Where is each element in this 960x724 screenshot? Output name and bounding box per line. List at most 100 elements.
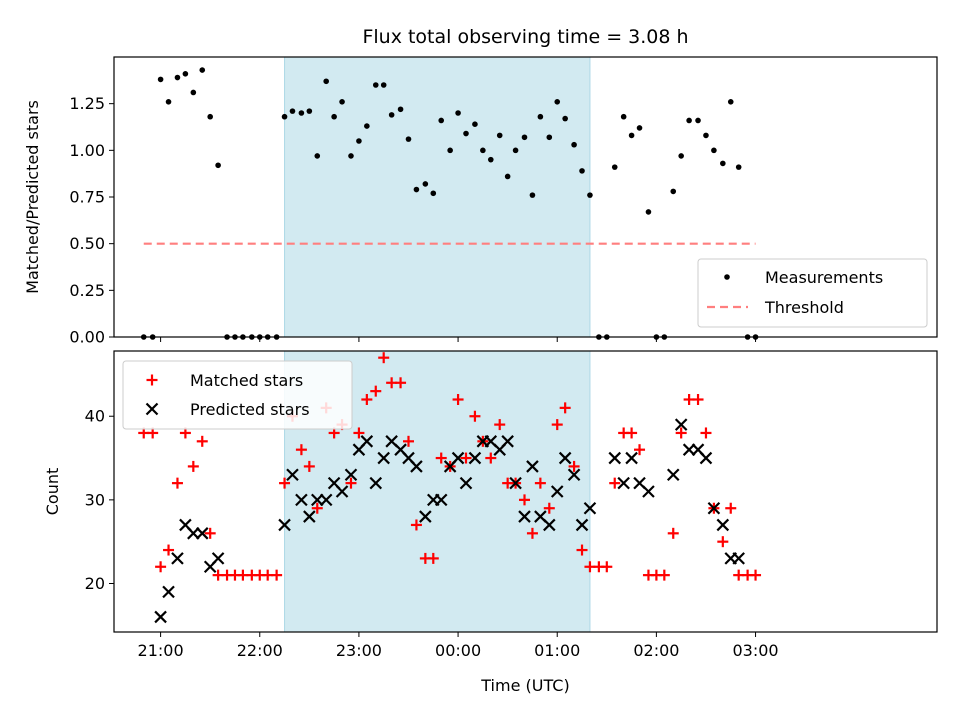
data-point [634,444,646,456]
series-0 [138,352,762,581]
data-point [405,136,412,142]
data-point [700,427,712,439]
data-point [410,519,422,531]
data-point [575,518,589,532]
data-point [455,110,461,116]
data-point [395,377,407,389]
data-point [692,394,704,406]
plot-frame [113,350,938,633]
data-point [750,569,762,581]
data-point [725,502,737,514]
data-point [372,82,379,88]
data-point [196,435,208,447]
x-axis-ticks [160,337,757,342]
x-tick-label: 22:00 [237,641,283,660]
data-point [625,451,638,465]
data-point [356,138,362,144]
data-point [735,164,742,170]
data-point [353,427,365,439]
data-point [518,510,531,523]
data-point [686,117,692,124]
y-tick-label: 30 [85,490,105,509]
chart-title: Flux total observing time = 3.08 h [362,26,688,48]
data-point [314,153,321,159]
y-tick-label: 0.25 [69,281,105,300]
data-point [157,76,164,83]
data-point [576,544,588,556]
data-point [413,186,420,193]
y-axis-ticks: 20 30 40 [85,407,114,593]
data-point [716,518,730,532]
data-point [468,451,482,465]
data-point [670,188,677,195]
data-point [306,108,313,114]
y-tick-label: 1.00 [69,141,105,160]
data-point [435,452,447,464]
legend-items [145,374,159,416]
data-point [295,493,308,507]
data-point [675,427,687,439]
data-point [154,610,167,624]
data-point [165,99,172,105]
data-point [587,192,593,198]
data-point [310,493,324,507]
data-point [430,190,437,197]
data-point [434,493,448,507]
data-point [642,485,655,498]
y-tick-label: 0.00 [69,328,105,347]
data-point [674,418,688,431]
x-axis-label: Time (UTC) [480,676,569,695]
y-tick-label: 40 [85,407,105,426]
data-point [645,209,652,215]
data-point [562,115,568,122]
ratio-panel: 0.00 0.25 0.50 0.75 1.00 1.25 Flux total obse… [23,26,938,347]
data-point [658,569,670,581]
data-point [550,485,564,498]
data-point [422,181,429,187]
x-tick-label: 03:00 [732,641,778,660]
y-tick-label: 20 [85,574,105,593]
data-point [494,419,506,431]
data-point [487,156,494,163]
legend-label-measurements: Measurements [765,268,883,287]
legend: Matched stars Predicted stars [122,360,353,430]
data-point [199,67,206,73]
data-point [509,476,522,490]
data-point [460,452,472,464]
legend-box [697,258,928,328]
data-point [211,552,225,565]
data-point [303,510,316,523]
legend-label-threshold: Threshold [764,298,844,317]
data-point [348,153,354,159]
data-point [480,147,486,154]
y-axis-label: Count [43,468,62,516]
series-0 [140,67,759,340]
data-point [666,468,680,482]
data-point [419,510,432,523]
y-tick-label: 1.25 [69,94,105,113]
data-point [335,485,349,498]
data-point [323,78,329,85]
data-point [512,147,519,154]
data-point [537,113,544,120]
data-point [295,444,307,456]
data-point [187,460,199,472]
data-point [571,141,577,148]
x-axis-ticks: 21:00 22:00 23:00 00:00 01:00 02:00 03:00 [138,632,779,660]
data-point [447,147,453,154]
data-point [303,460,315,472]
data-point [559,402,571,414]
data-point [162,585,175,599]
data-point [732,552,745,565]
data-point [182,71,189,77]
legend: Measurements Threshold [697,258,928,328]
data-point [568,460,580,472]
y-axis-label: Matched/Predicted stars [23,100,42,294]
data-point [699,451,713,465]
data-point [667,527,679,539]
data-point [377,451,390,465]
data-point [207,113,213,120]
data-point [163,544,175,556]
data-point [463,130,469,137]
data-point [620,113,627,120]
